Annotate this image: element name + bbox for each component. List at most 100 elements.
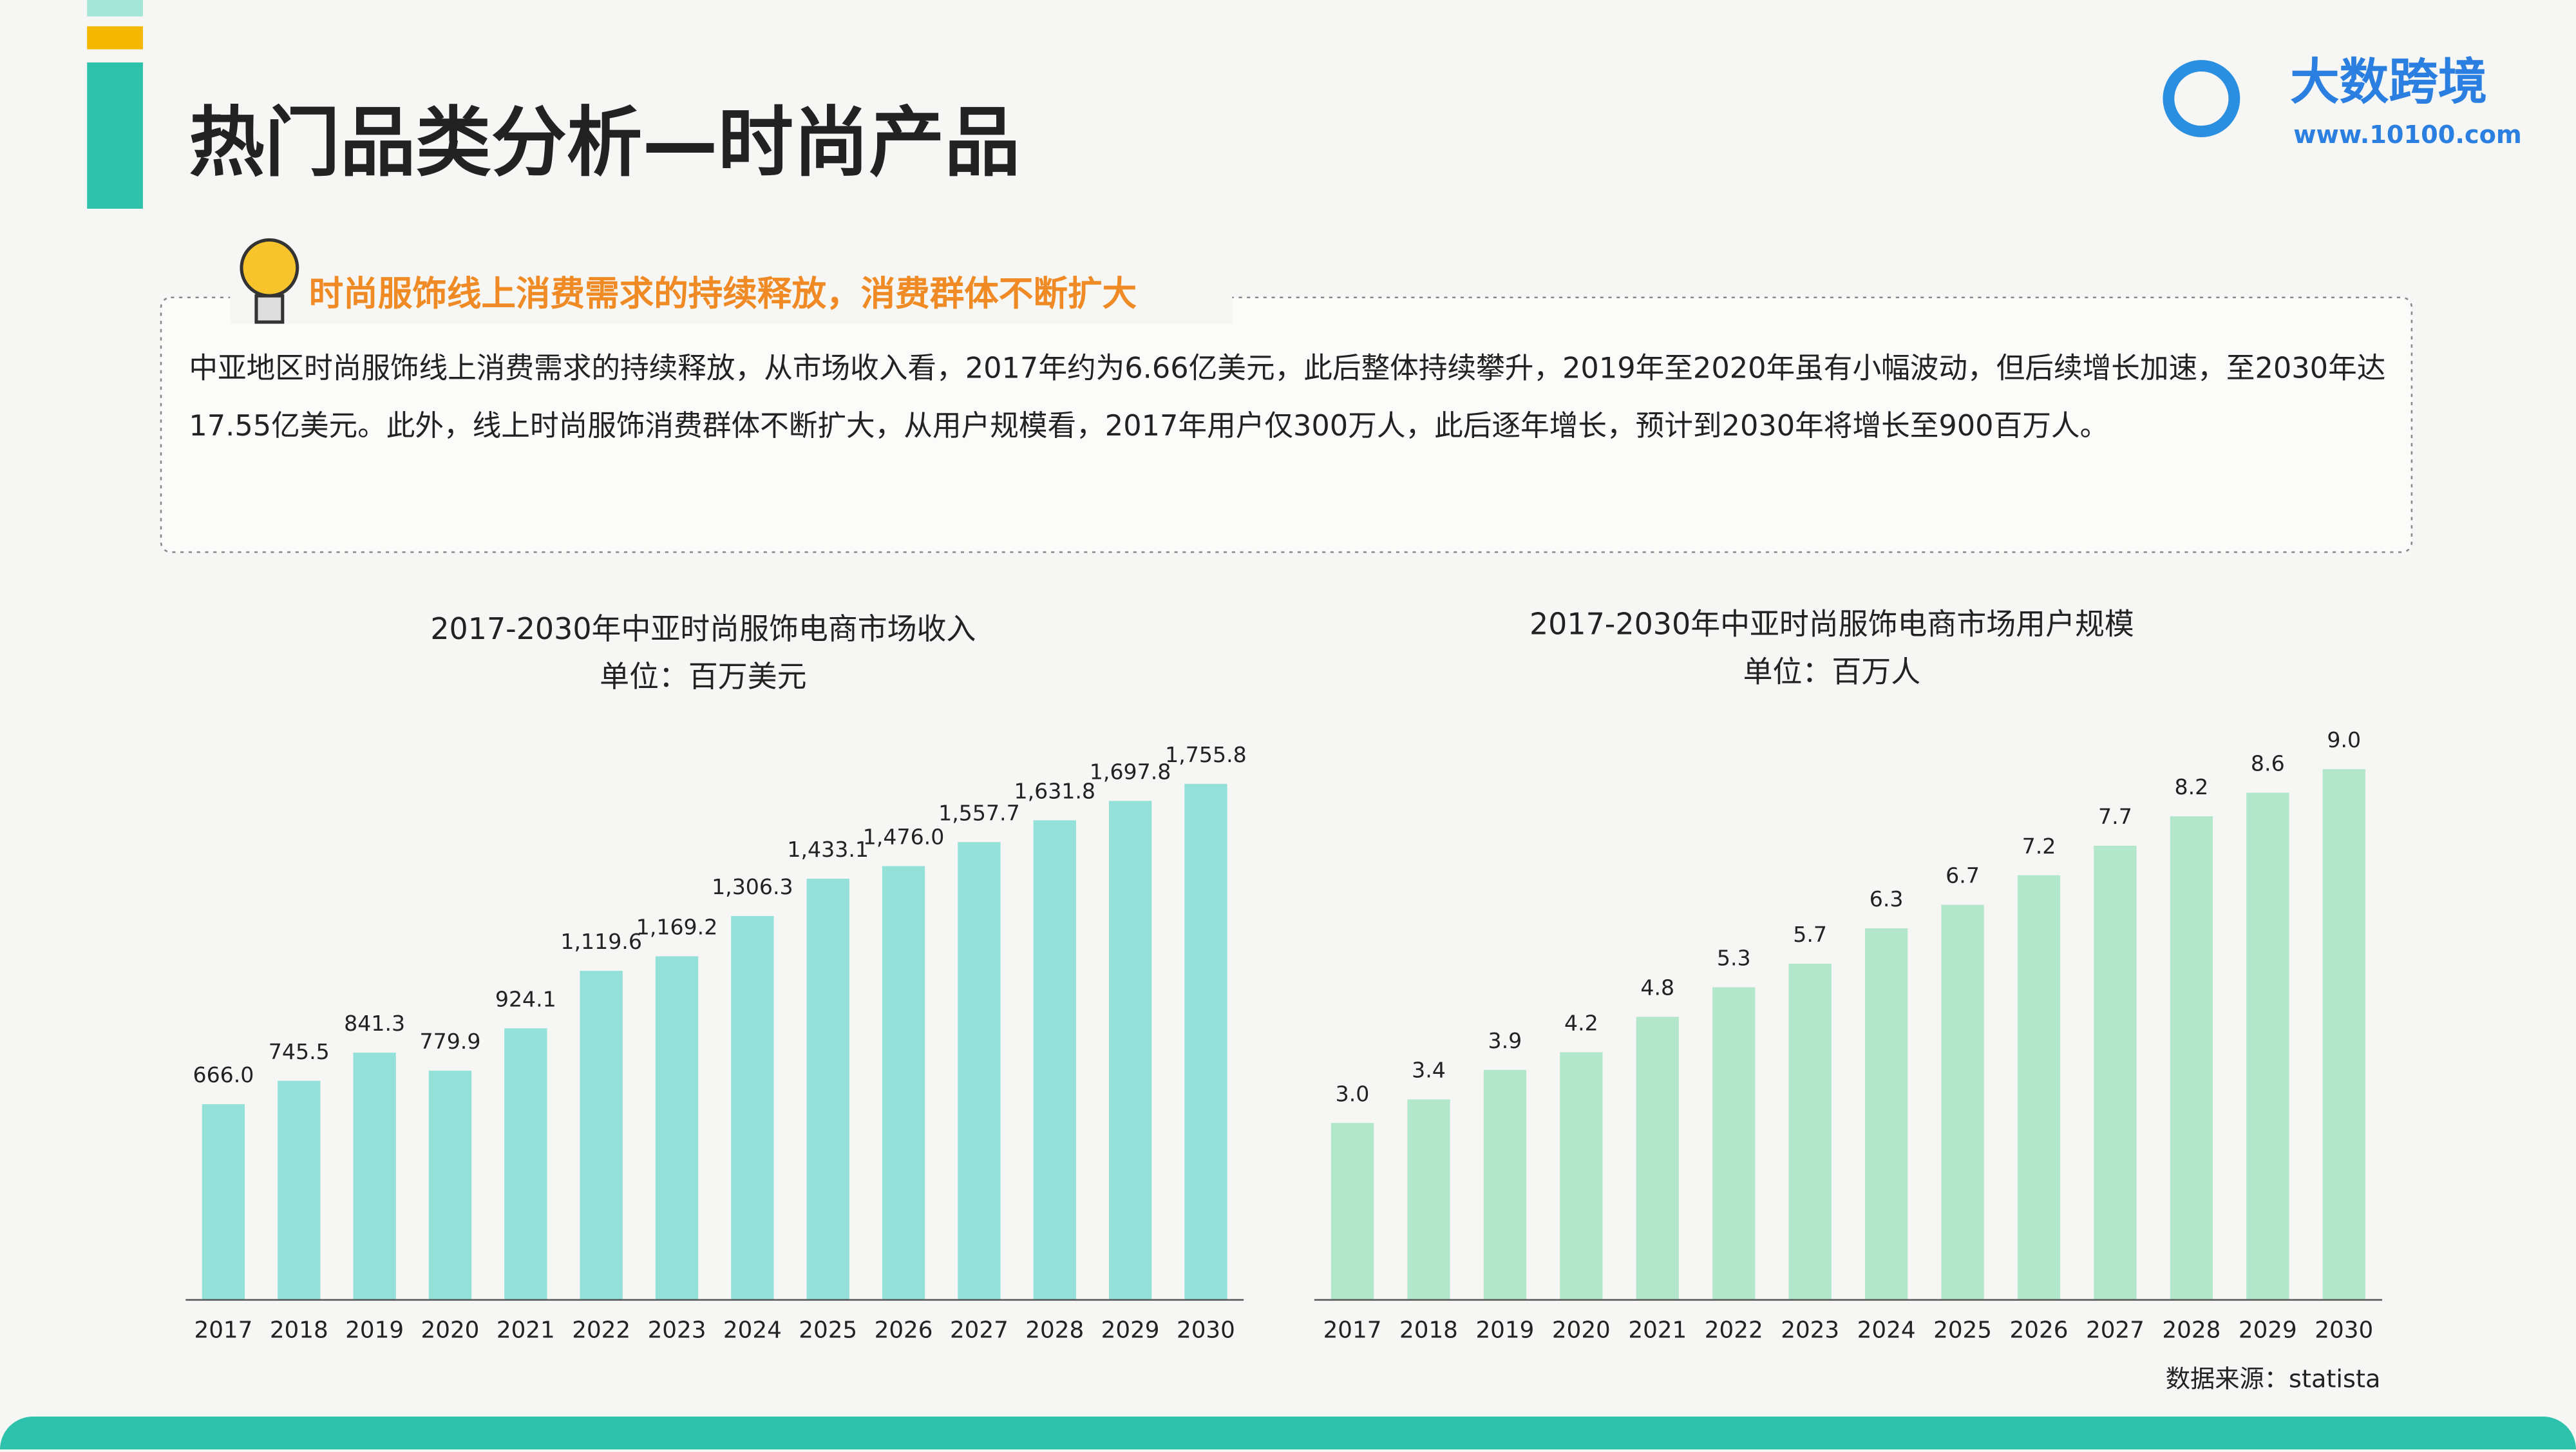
chart-title: 2017-2030年中亚时尚服饰电商市场用户规模 [1530,606,2134,641]
bar [1788,964,1832,1300]
bar [958,842,1001,1300]
x-tick-label: 2024 [1857,1317,1916,1343]
value-label: 1,169.2 [636,915,718,940]
value-label: 7.2 [2022,834,2056,859]
x-tick-label: 2030 [2315,1317,2373,1343]
x-tick-label: 2028 [2162,1317,2221,1343]
logo-brand: 大数跨境 [2290,54,2487,111]
bar [2170,816,2213,1300]
bar [1941,904,1984,1300]
x-tick-label: 2023 [1781,1317,1839,1343]
x-tick-label: 2022 [572,1317,630,1343]
bar [2322,769,2365,1300]
page-title: 热门品类分析—时尚产品 [189,99,1020,187]
x-tick-label: 2021 [1628,1317,1687,1343]
summary-box [160,296,2413,553]
chart-subtitle: 单位：百万美元 [600,659,806,694]
value-label: 745.5 [269,1039,330,1064]
x-tick-label: 2024 [723,1317,782,1343]
value-label: 6.3 [1870,886,1904,912]
x-tick-label: 2020 [1552,1317,1611,1343]
heading-bg [230,271,1233,324]
x-tick-label: 2027 [950,1317,1009,1343]
value-label: 8.6 [2251,751,2285,776]
bar [428,1071,472,1300]
bar [1712,987,1756,1300]
x-tick-label: 2019 [1475,1317,1534,1343]
bar [806,879,849,1300]
value-label: 6.7 [1946,863,1980,888]
value-label: 7.7 [2098,804,2132,829]
bar [202,1104,245,1300]
x-tick-label: 2025 [799,1317,857,1343]
x-tick-label: 2021 [497,1317,555,1343]
value-label: 5.3 [1717,946,1751,971]
chart-subtitle: 单位：百万人 [1743,654,1920,689]
x-tick-label: 2029 [1101,1317,1160,1343]
value-label: 666.0 [193,1062,254,1087]
logo-mark [2163,60,2240,138]
bar [882,866,925,1300]
x-tick-label: 2029 [2239,1317,2297,1343]
bar [1331,1123,1374,1300]
value-label: 1,433.1 [787,837,869,862]
value-label: 779.9 [420,1029,481,1054]
x-tick-label: 2026 [875,1317,933,1343]
logo-url: www.10100.com [2293,120,2522,149]
chart-title: 2017-2030年中亚时尚服饰电商市场收入 [430,611,976,646]
x-tick-label: 2028 [1025,1317,1084,1343]
value-label: 1,697.8 [1090,759,1171,784]
x-tick-label: 2027 [2086,1317,2145,1343]
x-tick-label: 2022 [1705,1317,1763,1343]
accent [87,0,143,17]
bar [731,915,774,1300]
bar [1560,1052,1603,1300]
bar [2094,845,2137,1300]
value-label: 1,119.6 [560,929,642,954]
accent [87,62,143,209]
value-label: 1,476.0 [863,825,945,850]
x-tick-label: 2025 [1933,1317,1992,1343]
source: 数据来源：statista [2166,1364,2381,1393]
bulb-icon [254,294,285,324]
value-label: 3.4 [1412,1058,1446,1083]
bar [1636,1017,1679,1300]
x-tick-label: 2017 [194,1317,253,1343]
value-label: 9.0 [2327,727,2361,752]
value-label: 841.3 [344,1011,405,1036]
bar [504,1028,547,1300]
bar [2017,875,2061,1300]
bar [1864,928,1908,1300]
x-tick-label: 2018 [1399,1317,1458,1343]
x-tick-label: 2018 [270,1317,328,1343]
bar [1108,801,1152,1300]
bar [278,1080,321,1300]
x-tick-label: 2023 [648,1317,706,1343]
bar [655,956,699,1300]
footer-bar [0,1416,2576,1452]
summary-heading: 时尚服饰线上消费需求的持续释放，消费群体不断扩大 [309,273,1137,314]
x-tick-label: 2020 [421,1317,480,1343]
summary-frame: 中亚地区时尚服饰线上消费需求的持续释放，从市场收入看，2017年约为6.66亿美… [189,353,2386,444]
value-label: 3.0 [1336,1081,1370,1106]
value-label: 4.8 [1640,975,1674,1000]
x-tick-label: 2019 [345,1317,404,1343]
value-label: 924.1 [495,986,556,1011]
value-label: 1,631.8 [1014,779,1095,804]
value-label: 4.2 [1564,1010,1598,1035]
x-tick-label: 2026 [2010,1317,2069,1343]
value-label: 1,557.7 [938,800,1020,825]
value-label: 1,755.8 [1165,742,1247,767]
bar [1184,783,1227,1300]
value-label: 1,306.3 [712,874,793,899]
value-label: 8.2 [2175,774,2209,799]
summary-text: 中亚地区时尚服饰线上消费需求的持续释放，从市场收入看，2017年约为6.66亿美… [189,353,2386,444]
bar [353,1053,396,1300]
x-tick-label: 2030 [1177,1317,1235,1343]
value-label: 3.9 [1488,1028,1522,1053]
bar [1407,1099,1450,1300]
value-label: 5.7 [1793,922,1827,947]
bar [1033,820,1076,1300]
x-tick-label: 2017 [1323,1317,1382,1343]
